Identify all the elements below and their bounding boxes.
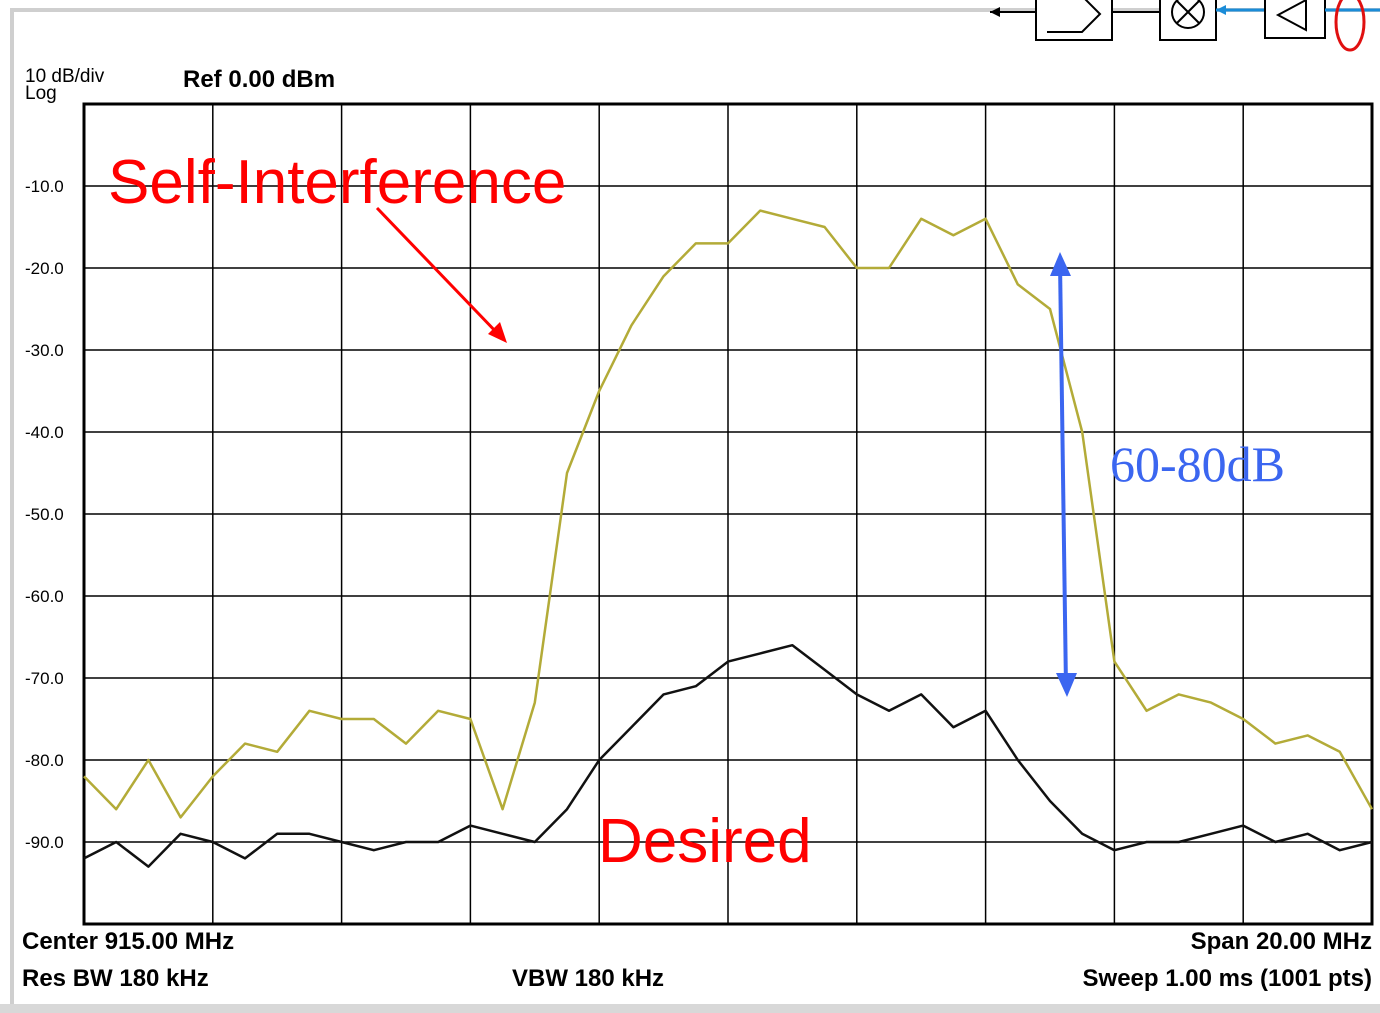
self_interference-trace	[83, 209, 1374, 819]
video-bandwidth: VBW 180 kHz	[512, 965, 665, 992]
y-tick-label: -80.0	[25, 751, 64, 770]
self-interference-arrow	[375, 206, 502, 338]
y-tick-label: -90.0	[25, 833, 64, 852]
gap-label: 60-80dB	[1110, 436, 1285, 492]
desired-trace	[83, 643, 1373, 868]
traces	[83, 209, 1374, 868]
span: Span 20.00 MHz	[1190, 928, 1372, 955]
gap-arrow	[1058, 261, 1068, 689]
grid	[82, 102, 1374, 926]
signal-chain-icon	[990, 0, 1380, 52]
y-tick-labels: -10.0 -20.0 -30.0 -40.0 -50.0 -60.0 -70.0 -80.0…	[25, 177, 64, 852]
overlay: Self-Interference Desired 60-80dB	[108, 0, 1380, 876]
desired-label: Desired	[598, 807, 812, 876]
y-tick-label: -10.0	[25, 177, 64, 196]
y-tick-label: -50.0	[25, 505, 64, 524]
bottom-strip	[0, 1004, 1380, 1013]
analyzer-frame	[10, 8, 1380, 1004]
resolution-bandwidth: Res BW 180 kHz	[22, 965, 209, 992]
sweep-time: Sweep 1.00 ms (1001 pts)	[1082, 965, 1372, 992]
y-tick-label: -20.0	[25, 259, 64, 278]
center-frequency: Center 915.00 MHz	[22, 928, 235, 955]
self-interference-label: Self-Interference	[108, 148, 566, 217]
y-tick-label: -30.0	[25, 341, 64, 360]
y-tick-label: -70.0	[25, 669, 64, 688]
y-tick-label: -60.0	[25, 587, 64, 606]
scale-label: 10 dB/div Log	[25, 66, 105, 104]
y-tick-label: -40.0	[25, 423, 64, 442]
scale-per-div: 10 dB/div	[25, 66, 105, 87]
scale-type: Log	[25, 83, 57, 104]
reference-level: Ref 0.00 dBm	[183, 66, 336, 93]
